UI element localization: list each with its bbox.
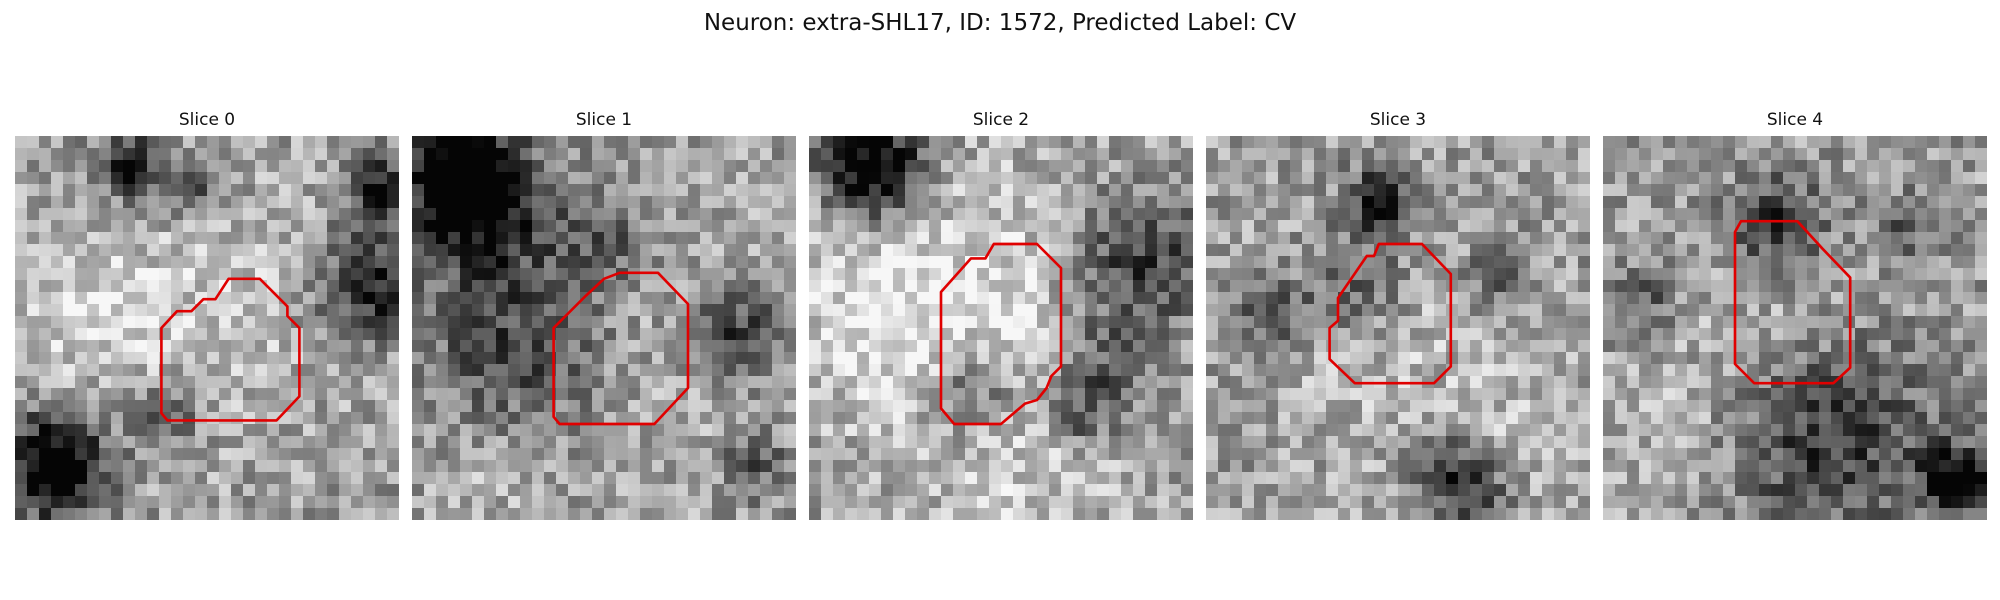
slice-image [809,136,1193,520]
slice-panel-1: Slice 1 [412,108,796,520]
slice-panel-4: Slice 4 [1603,108,1987,520]
cell-contour [939,242,1063,426]
slice-panel-3: Slice 3 [1206,108,1590,520]
slice-image [412,136,796,520]
slice-title: Slice 0 [178,110,236,130]
slice-title: Slice 2 [972,110,1030,130]
pixel-grid [412,136,796,520]
slice-panel-2: Slice 2 [809,108,1193,520]
pixel-grid [1206,136,1590,520]
slice-image [1603,136,1987,520]
cell-contour [552,271,690,426]
cell-contour [1733,219,1852,385]
slice-panel-0: Slice 0 [15,108,399,520]
cell-contour [1328,242,1453,385]
cell-contour [160,277,301,422]
pixel-grid [1603,136,1987,520]
figure-title: Neuron: extra-SHL17, ID: 1572, Predicted… [703,10,1297,36]
slice-title: Slice 1 [575,110,633,130]
slice-title: Slice 4 [1766,110,1824,130]
pixel-grid [15,136,399,520]
slice-image [15,136,399,520]
slice-title: Slice 3 [1369,110,1427,130]
slice-image [1206,136,1590,520]
pixel-grid [809,136,1193,520]
